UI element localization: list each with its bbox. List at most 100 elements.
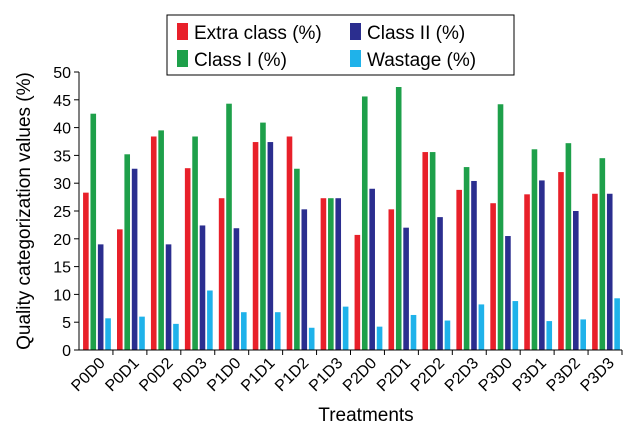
bar-p1d2-series-3: [308, 327, 315, 350]
bar-p2d1-series-1: [395, 87, 402, 351]
y-tick-label: 35: [53, 148, 71, 165]
x-tick-label: P3D1: [510, 355, 550, 395]
legend-label: Class II (%): [367, 23, 465, 44]
bar-p3d1-series-0: [524, 194, 530, 350]
legend-box: [166, 14, 515, 76]
bar-p0d3-series-3: [207, 290, 213, 350]
x-tick-label: P2D2: [408, 355, 448, 395]
bar-p1d3-series-0: [320, 198, 327, 350]
x-ticks: P0D0P0D1P0D2P0D3P1D0P1D1P1D2P1D3P2D0P2D1…: [68, 350, 623, 395]
legend-label: Wastage (%): [367, 50, 476, 71]
bar-p3d2-series-2: [572, 211, 579, 350]
bar-p3d1-series-1: [531, 149, 538, 350]
bar-p1d3-series-3: [342, 306, 349, 350]
bar-p0d0-series-0: [83, 192, 89, 350]
bar-p0d2-series-2: [165, 244, 172, 350]
bar-p0d3-series-1: [192, 136, 198, 350]
y-axis-title: Quality categorization values (%): [14, 72, 35, 350]
y-ticks: 0 5 10 15 20 25 30 35 40 45 50: [53, 65, 79, 360]
bar-p3d3-series-0: [592, 193, 598, 350]
x-tick-label: P3D0: [476, 355, 516, 395]
bar-p3d3-series-3: [614, 298, 620, 350]
bar-p0d1-series-1: [124, 154, 131, 350]
bar-p2d3-series-2: [471, 180, 477, 350]
bar-p2d0-series-0: [354, 234, 361, 350]
y-tick-label: 40: [53, 121, 71, 138]
y-tick-label: 15: [53, 260, 71, 277]
bar-p3d0-series-1: [497, 104, 504, 350]
x-tick-label: P2D0: [340, 355, 380, 395]
bar-p1d0-series-1: [226, 103, 232, 350]
x-tick-label: P1D1: [238, 355, 278, 395]
y-tick-label: 5: [62, 315, 71, 332]
bar-p2d3-series-3: [478, 304, 485, 350]
bar-p0d2-series-1: [158, 130, 164, 350]
y-tick-label: 10: [53, 287, 71, 304]
legend-label: Class I (%): [194, 50, 287, 71]
bar-p1d2-series-2: [301, 209, 308, 350]
bar-p3d3-series-1: [599, 158, 606, 350]
bar-p0d0-series-3: [105, 318, 111, 350]
bar-p3d2-series-1: [565, 143, 572, 350]
bar-p1d2-series-0: [286, 136, 293, 350]
bar-p2d1-series-3: [410, 314, 417, 350]
x-tick-label: P2D3: [442, 355, 482, 395]
x-tick-label: P1D2: [272, 355, 312, 395]
legend-swatch: [177, 50, 188, 67]
bar-p0d1-series-2: [131, 168, 138, 350]
bar-p0d2-series-3: [173, 323, 179, 350]
bars-group: [83, 87, 620, 351]
y-tick-label: 50: [53, 65, 71, 82]
bar-p3d0-series-3: [512, 301, 519, 350]
bar-p3d0-series-2: [505, 236, 511, 350]
x-tick-label: P3D2: [544, 355, 584, 395]
bar-p3d0-series-0: [490, 203, 496, 350]
bar-p3d3-series-2: [606, 193, 613, 350]
y-tick-label: 0: [62, 343, 71, 360]
legend-swatch: [350, 23, 361, 40]
x-tick-label: P0D1: [102, 355, 142, 395]
bar-p2d2-series-1: [429, 152, 436, 350]
legend-swatch: [350, 50, 361, 67]
bar-p2d2-series-0: [422, 152, 429, 350]
x-tick-label: P0D2: [136, 355, 176, 395]
bar-p1d1-series-2: [267, 142, 274, 350]
y-tick-label: 45: [53, 93, 71, 110]
bar-p1d1-series-0: [252, 142, 259, 350]
bar-p2d0-series-3: [376, 326, 383, 350]
x-tick-label: P2D1: [374, 355, 414, 395]
bar-p0d3-series-0: [184, 168, 191, 350]
y-tick-label: 25: [53, 204, 71, 221]
bar-p1d3-series-2: [335, 198, 342, 350]
y-tick-label: 30: [53, 176, 71, 193]
bar-p1d2-series-1: [294, 168, 300, 350]
bar-p2d1-series-0: [388, 209, 395, 350]
x-axis-title: Treatments: [318, 405, 413, 426]
x-tick-label: P3D3: [578, 355, 618, 395]
bar-p3d2-series-0: [558, 172, 564, 350]
bar-p2d2-series-2: [437, 217, 443, 350]
legend-swatch: [177, 23, 188, 40]
bar-p3d2-series-3: [580, 319, 586, 350]
bar-p0d3-series-2: [199, 225, 206, 350]
bar-p0d0-series-2: [97, 244, 104, 350]
x-tick-label: P1D3: [306, 355, 346, 395]
bar-p2d2-series-3: [444, 320, 451, 350]
bar-p1d3-series-1: [328, 198, 334, 350]
bar-p3d1-series-2: [539, 180, 545, 350]
x-tick-label: P1D0: [204, 355, 244, 395]
bar-p2d1-series-2: [403, 227, 409, 350]
bar-p1d1-series-1: [260, 122, 266, 350]
bar-p0d1-series-0: [117, 229, 123, 350]
bar-p2d0-series-2: [369, 188, 375, 350]
bar-p1d0-series-2: [233, 228, 240, 350]
bar-p1d0-series-3: [241, 312, 247, 350]
legend: Extra class (%) Class II (%) Class I (%) Wa…: [166, 14, 515, 76]
legend-label: Extra class (%): [194, 23, 322, 44]
bar-p3d1-series-3: [546, 321, 553, 350]
x-tick-label: P0D0: [68, 355, 108, 395]
bar-p0d1-series-3: [139, 316, 145, 350]
bar-p2d0-series-1: [361, 96, 368, 351]
bar-p0d2-series-0: [150, 136, 157, 350]
